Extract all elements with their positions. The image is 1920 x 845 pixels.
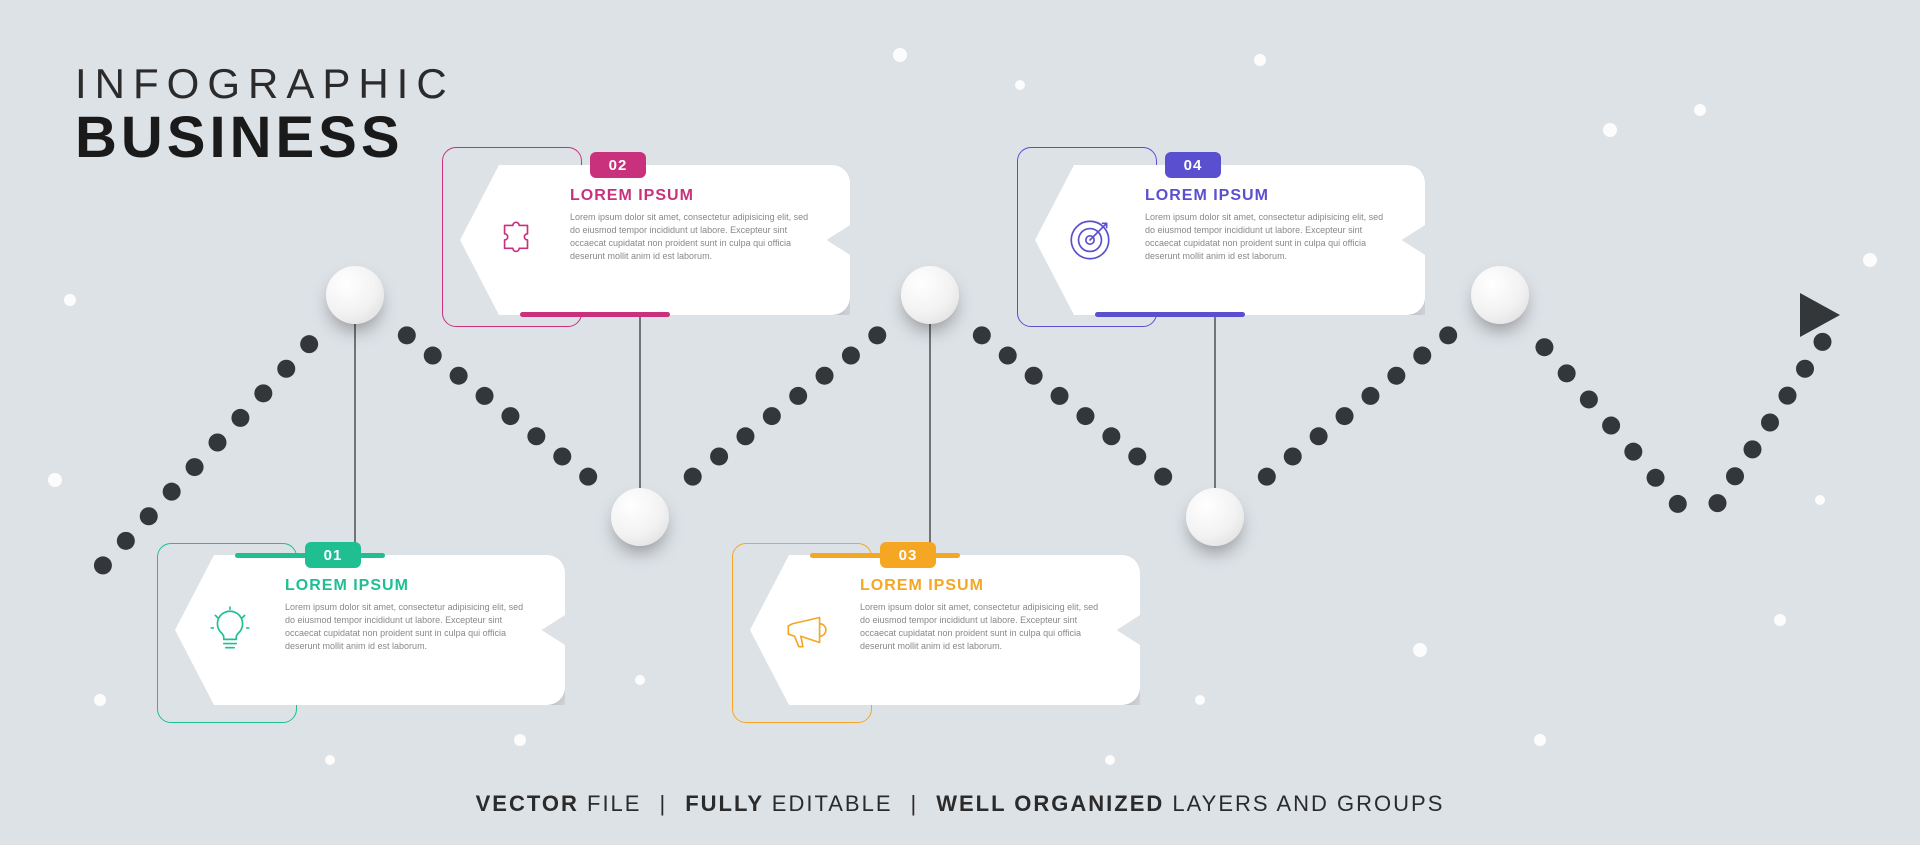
- timeline-node-1: [326, 266, 384, 324]
- step-title: LOREM IPSUM: [1145, 187, 1395, 205]
- decorative-dot: [1195, 695, 1205, 705]
- decorative-dot: [514, 734, 526, 746]
- timeline-node-3: [901, 266, 959, 324]
- decorative-dot: [1413, 643, 1427, 657]
- decorative-dot: [1254, 54, 1266, 66]
- decorative-dot: [635, 675, 645, 685]
- step-desc: Lorem ipsum dolor sit amet, consectetur …: [860, 601, 1110, 653]
- step-body: LOREM IPSUM Lorem ipsum dolor sit amet, c…: [570, 165, 850, 315]
- step-number-badge: 01: [305, 542, 361, 568]
- heading-line2: BUSINESS: [75, 104, 455, 171]
- step-number-badge: 04: [1165, 152, 1221, 178]
- step-desc: Lorem ipsum dolor sit amet, consectetur …: [1145, 211, 1395, 263]
- decorative-dot: [48, 473, 62, 487]
- step-card: LOREM IPSUM Lorem ipsum dolor sit amet, c…: [175, 555, 565, 705]
- step-04: LOREM IPSUM Lorem ipsum dolor sit amet, c…: [1035, 165, 1425, 315]
- heading: INFOGRAPHIC BUSINESS: [75, 60, 455, 171]
- step-title: LOREM IPSUM: [860, 577, 1110, 595]
- decorative-dot: [1774, 614, 1786, 626]
- decorative-dot: [1534, 734, 1546, 746]
- heading-line1: INFOGRAPHIC: [75, 60, 455, 108]
- step-card: LOREM IPSUM Lorem ipsum dolor sit amet, c…: [460, 165, 850, 315]
- decorative-dot: [1105, 755, 1115, 765]
- step-body: LOREM IPSUM Lorem ipsum dolor sit amet, c…: [860, 555, 1140, 705]
- decorative-dot: [1863, 253, 1877, 267]
- timeline-node-5: [1471, 266, 1529, 324]
- step-01: LOREM IPSUM Lorem ipsum dolor sit amet, c…: [175, 555, 565, 705]
- step-title: LOREM IPSUM: [570, 187, 820, 205]
- decorative-dot: [1815, 495, 1825, 505]
- step-number-badge: 03: [880, 542, 936, 568]
- infographic-canvas: INFOGRAPHIC BUSINESS LOREM IPSUM Lorem ip…: [0, 0, 1920, 845]
- step-03: LOREM IPSUM Lorem ipsum dolor sit amet, c…: [750, 555, 1140, 705]
- step-accent: [520, 312, 670, 317]
- step-desc: Lorem ipsum dolor sit amet, consectetur …: [285, 601, 535, 653]
- step-body: LOREM IPSUM Lorem ipsum dolor sit amet, c…: [285, 555, 565, 705]
- timeline-node-4: [1186, 488, 1244, 546]
- decorative-dot: [64, 294, 76, 306]
- decorative-dot: [1603, 123, 1617, 137]
- decorative-dot: [94, 694, 106, 706]
- step-desc: Lorem ipsum dolor sit amet, consectetur …: [570, 211, 820, 263]
- step-body: LOREM IPSUM Lorem ipsum dolor sit amet, c…: [1145, 165, 1425, 315]
- footer: VECTOR FILE|FULLY EDITABLE|WELL ORGANIZE…: [0, 791, 1920, 817]
- step-02: LOREM IPSUM Lorem ipsum dolor sit amet, c…: [460, 165, 850, 315]
- step-number-badge: 02: [590, 152, 646, 178]
- timeline-node-2: [611, 488, 669, 546]
- decorative-dot: [893, 48, 907, 62]
- step-card: LOREM IPSUM Lorem ipsum dolor sit amet, c…: [1035, 165, 1425, 315]
- decorative-dot: [1694, 104, 1706, 116]
- step-card: LOREM IPSUM Lorem ipsum dolor sit amet, c…: [750, 555, 1140, 705]
- decorative-dot: [325, 755, 335, 765]
- step-title: LOREM IPSUM: [285, 577, 535, 595]
- step-accent: [1095, 312, 1245, 317]
- decorative-dot: [1015, 80, 1025, 90]
